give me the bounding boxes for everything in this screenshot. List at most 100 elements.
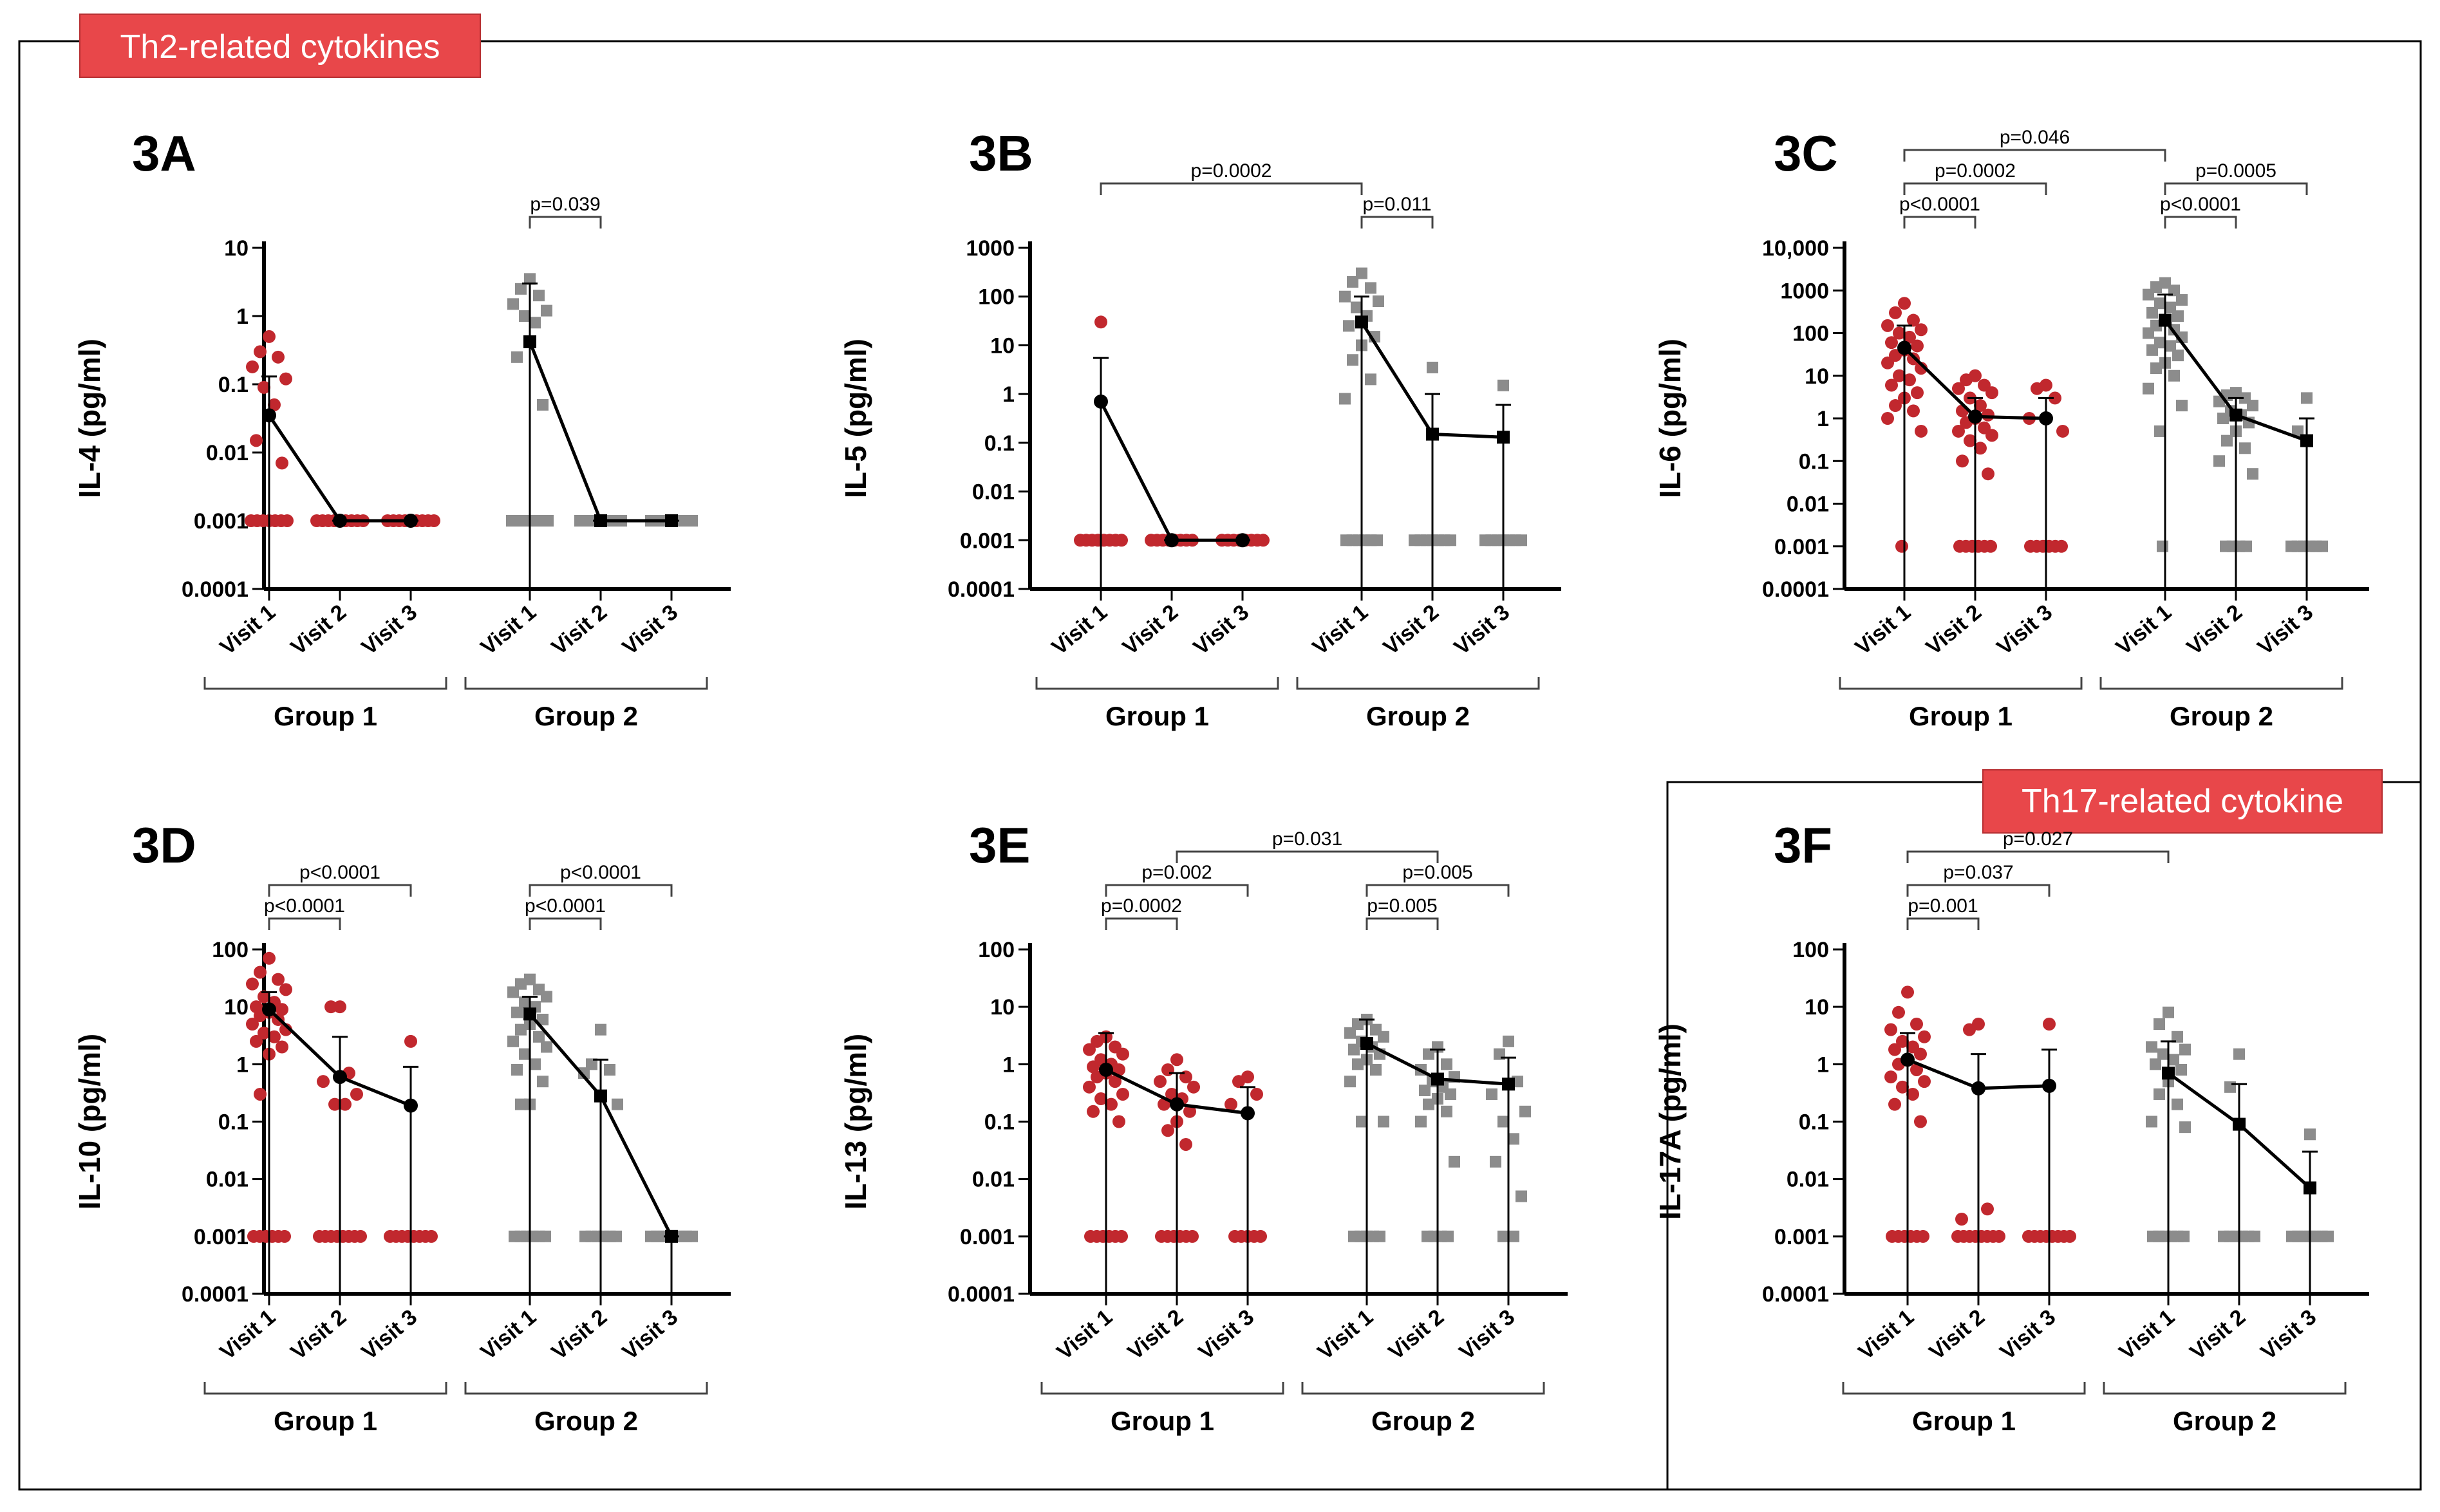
data-point [246, 1018, 259, 1031]
data-point [1918, 1075, 1931, 1088]
y-tick-label: 0.1 [984, 1110, 1015, 1135]
p-value-label: p<0.0001 [525, 895, 606, 917]
mean-marker [1241, 1106, 1255, 1121]
th17-badge: Th17-related cytokine [1982, 769, 2383, 834]
data-point [2179, 1121, 2191, 1134]
data-point [541, 304, 552, 317]
data-point [2247, 468, 2258, 480]
data-point [1516, 1190, 1527, 1202]
p-value-label: p=0.005 [1367, 895, 1437, 917]
y-tick-label: 10 [224, 236, 249, 261]
y-tick-label: 1 [236, 1052, 249, 1077]
significance-bracket [1360, 216, 1434, 229]
data-point [2143, 327, 2154, 339]
data-point [1352, 1058, 1364, 1070]
data-point [1893, 369, 1906, 382]
data-point [2154, 1088, 2165, 1100]
y-axis-label: IL-10 (pg/ml) [73, 1034, 106, 1209]
y-tick-label: 100 [978, 938, 1015, 962]
x-tick-label: Visit 2 [286, 600, 351, 660]
data-point [2176, 400, 2188, 412]
data-point [1115, 1229, 1128, 1243]
y-axis-label: IL-6 (pg/ml) [1653, 339, 1687, 498]
data-point [1508, 1133, 1519, 1145]
series-visit-1-group-1 [1884, 985, 1931, 1243]
mean-marker [2042, 1078, 2056, 1093]
y-tick-label: 100 [978, 285, 1015, 310]
data-point [2049, 391, 2061, 405]
x-tick-label: Visit 3 [1449, 600, 1514, 660]
y-tick-label: 1 [1002, 1052, 1015, 1077]
y-tick-label: 0.001 [1774, 1225, 1829, 1249]
group-bracket [1839, 677, 2083, 690]
data-point [317, 1075, 330, 1088]
x-tick-label: Visit 2 [1924, 1305, 1989, 1365]
significance-bracket [529, 917, 602, 930]
mean-marker [1897, 341, 1911, 355]
y-tick-label: 10 [224, 995, 249, 1020]
data-point [1083, 1080, 1096, 1094]
significance-bracket [1105, 917, 1178, 930]
data-point [1889, 399, 1902, 413]
mean-marker [333, 514, 347, 528]
y-tick-label: 0.0001 [182, 577, 249, 602]
data-point [350, 1087, 363, 1101]
data-point [258, 990, 270, 1003]
significance-bracket [529, 216, 602, 229]
p-value-label: p=0.001 [1908, 895, 1978, 917]
series-visit-1-group-2 [506, 273, 554, 527]
data-point [515, 283, 527, 295]
x-tick-label: Visit 3 [1992, 600, 2057, 660]
p-value-label: p=0.046 [2000, 127, 2070, 148]
data-point [1914, 1115, 1927, 1128]
data-point [1371, 534, 1383, 546]
chart-panel-3c: 3C IL-6 (pg/ml) 10,000 1000 100 10 1 0.1 0.01 0.0… [1653, 125, 2369, 731]
data-point [1423, 1048, 1434, 1060]
significance-bracket [1105, 884, 1249, 897]
data-point [1898, 297, 1911, 310]
mean-marker [665, 514, 678, 527]
data-point [542, 515, 554, 527]
data-point [324, 1000, 337, 1014]
y-tick-label: 0.001 [1774, 535, 1829, 559]
data-point [2055, 539, 2068, 553]
data-point [1344, 1076, 1356, 1088]
x-tick-label: Visit 3 [1194, 1305, 1259, 1365]
significance-bracket [1906, 850, 2170, 863]
data-point [404, 1034, 417, 1048]
group-label: Group 1 [1909, 701, 2013, 731]
data-point [2239, 442, 2251, 454]
significance-bracket [1365, 917, 1439, 930]
data-point [1344, 1027, 1356, 1039]
data-point [1347, 275, 1358, 288]
data-point [1889, 306, 1902, 319]
data-point [254, 345, 267, 359]
data-point [2224, 1081, 2236, 1093]
data-point [2217, 413, 2229, 424]
data-point [2146, 1115, 2157, 1128]
p-value-label: p<0.0001 [299, 862, 380, 883]
th17-badge-background [1982, 769, 2383, 834]
data-point [2143, 382, 2154, 395]
y-tick-label: 0.01 [972, 1168, 1015, 1192]
y-tick-label: 0.1 [218, 373, 249, 397]
data-point [1486, 1088, 1497, 1100]
data-point [1441, 1058, 1452, 1070]
data-point [276, 456, 288, 470]
chart-panel-3b: 3B IL-5 (pg/ml) 1000 100 10 1 0.1 0.01 0.001 0.00… [839, 125, 1561, 731]
data-point [1116, 1087, 1129, 1101]
significance-bracket [268, 884, 412, 897]
data-point [2213, 455, 2225, 467]
mean-marker [1431, 1072, 1444, 1086]
x-tick-label: Visit 2 [1384, 1305, 1449, 1365]
series-visit-1-group-1 [246, 951, 292, 1243]
y-axis-label: IL-17A (pg/ml) [1653, 1023, 1687, 1220]
data-point [1885, 378, 1898, 392]
panel-label: 3B [969, 125, 1033, 182]
data-point [507, 986, 519, 998]
mean-marker [1502, 1078, 1515, 1091]
y-tick-label: 10 [1805, 995, 1829, 1020]
x-tick-label: Visit 2 [547, 600, 612, 660]
data-point [427, 514, 440, 527]
